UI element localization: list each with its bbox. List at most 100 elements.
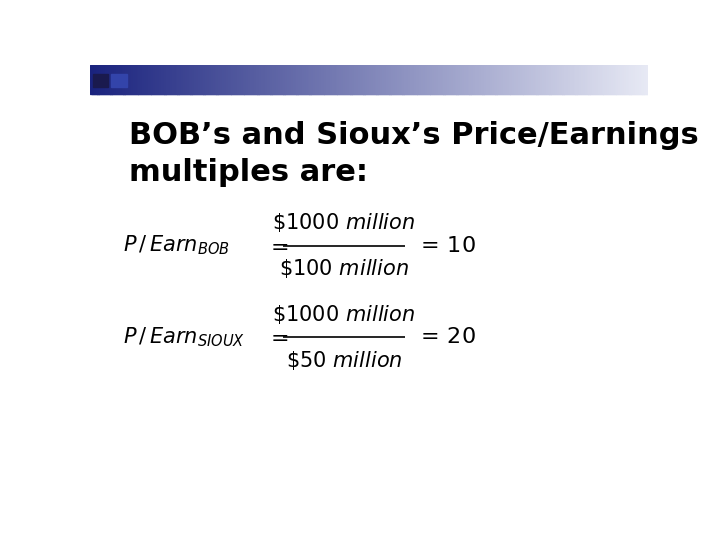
Bar xyxy=(215,65,217,94)
Bar xyxy=(138,65,141,94)
Bar xyxy=(575,65,578,94)
Bar xyxy=(122,65,125,94)
Bar xyxy=(302,65,305,94)
Bar xyxy=(555,65,558,94)
Bar xyxy=(642,65,645,94)
Bar xyxy=(447,65,450,94)
Bar xyxy=(244,65,248,94)
Bar xyxy=(163,65,166,94)
Bar xyxy=(124,65,127,94)
Bar xyxy=(278,65,281,94)
Bar xyxy=(587,65,590,94)
Bar xyxy=(629,65,632,94)
Bar xyxy=(179,65,182,94)
Bar xyxy=(306,65,309,94)
Bar xyxy=(246,65,249,94)
Bar xyxy=(365,65,368,94)
Bar xyxy=(112,65,115,94)
Bar xyxy=(419,65,422,94)
Bar xyxy=(243,65,246,94)
Bar xyxy=(239,65,242,94)
Bar xyxy=(561,65,564,94)
Bar xyxy=(598,65,600,94)
Bar xyxy=(231,65,234,94)
Bar xyxy=(533,65,536,94)
Bar xyxy=(369,65,372,94)
Bar xyxy=(449,65,452,94)
Bar xyxy=(406,65,409,94)
Bar xyxy=(332,65,335,94)
Bar xyxy=(590,65,593,94)
Bar xyxy=(479,65,482,94)
Bar xyxy=(581,65,584,94)
Bar xyxy=(570,65,573,94)
Bar xyxy=(540,65,543,94)
Bar xyxy=(265,65,268,94)
Bar xyxy=(400,65,404,94)
Bar xyxy=(516,65,519,94)
Text: $=$: $=$ xyxy=(266,326,288,348)
Bar xyxy=(462,65,465,94)
Text: $=\,10$: $=\,10$ xyxy=(416,235,476,256)
Bar xyxy=(233,65,236,94)
Bar xyxy=(237,65,240,94)
Text: multiples are:: multiples are: xyxy=(129,158,368,187)
Bar xyxy=(552,65,554,94)
Bar xyxy=(224,65,227,94)
Bar xyxy=(330,65,333,94)
Bar xyxy=(289,65,292,94)
Bar xyxy=(300,65,303,94)
Bar xyxy=(313,65,316,94)
Bar xyxy=(259,65,262,94)
Bar xyxy=(377,65,379,94)
Bar xyxy=(253,65,256,94)
Bar xyxy=(293,65,296,94)
Bar xyxy=(531,65,534,94)
Bar xyxy=(97,65,100,94)
Bar xyxy=(399,65,402,94)
Bar xyxy=(494,65,497,94)
Bar xyxy=(110,65,114,94)
Text: $\$100\ \mathit{million}$: $\$100\ \mathit{million}$ xyxy=(279,257,409,280)
Bar xyxy=(364,65,366,94)
Bar xyxy=(172,65,175,94)
Bar xyxy=(294,65,297,94)
Bar xyxy=(338,65,341,94)
Bar xyxy=(111,73,127,86)
Bar xyxy=(486,65,489,94)
Bar xyxy=(157,65,160,94)
Bar xyxy=(107,65,109,94)
Bar xyxy=(467,65,471,94)
Bar xyxy=(373,65,376,94)
Bar xyxy=(150,65,153,94)
Bar xyxy=(464,65,467,94)
Bar xyxy=(641,65,644,94)
Bar xyxy=(161,65,163,94)
Bar xyxy=(588,65,591,94)
Bar xyxy=(421,65,424,94)
Text: $=\,20$: $=\,20$ xyxy=(416,326,476,348)
Bar xyxy=(635,65,638,94)
Bar xyxy=(492,65,495,94)
Bar xyxy=(412,65,415,94)
Bar xyxy=(183,65,186,94)
Bar xyxy=(287,65,290,94)
Bar xyxy=(601,65,605,94)
Bar xyxy=(490,65,493,94)
Bar xyxy=(562,65,565,94)
Bar xyxy=(348,65,351,94)
Bar xyxy=(626,65,629,94)
Bar xyxy=(367,65,370,94)
Bar xyxy=(408,65,411,94)
Bar xyxy=(125,65,128,94)
Bar xyxy=(297,65,300,94)
Bar xyxy=(521,65,524,94)
Bar xyxy=(639,65,642,94)
Bar xyxy=(387,65,390,94)
Bar xyxy=(148,65,150,94)
Bar xyxy=(271,65,274,94)
Bar xyxy=(114,65,117,94)
Bar xyxy=(469,65,472,94)
Bar xyxy=(347,65,350,94)
Bar xyxy=(94,65,96,94)
